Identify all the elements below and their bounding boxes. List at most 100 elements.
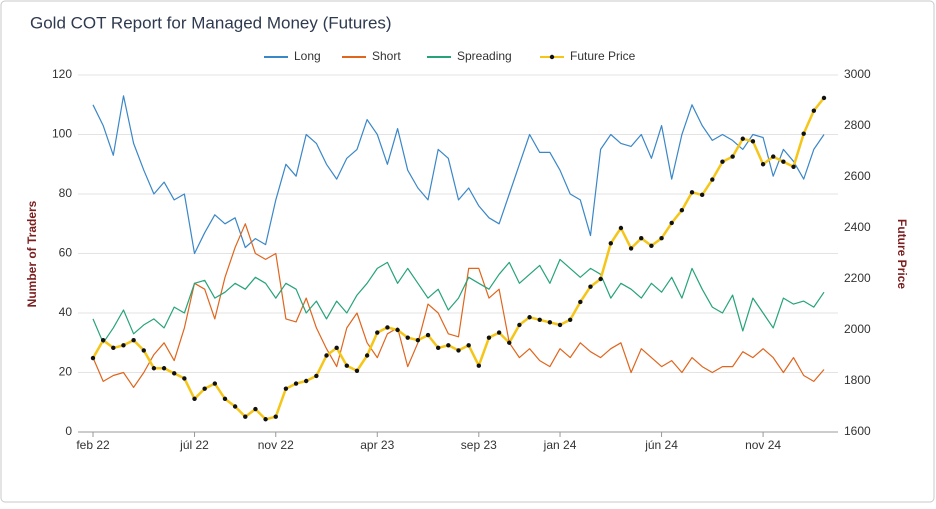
series-line	[92, 258, 825, 344]
price-marker	[141, 348, 146, 353]
legend-label: Short	[372, 49, 401, 63]
price-marker	[669, 220, 674, 226]
price-marker	[161, 366, 167, 371]
price-marker	[486, 335, 492, 340]
price-marker	[750, 139, 756, 144]
price-marker	[628, 246, 634, 251]
price-marker	[131, 338, 136, 343]
price-marker	[192, 396, 197, 402]
y-tick-label: 100	[52, 127, 72, 141]
price-marker	[172, 371, 177, 376]
y-tick-label: 80	[59, 186, 73, 200]
price-marker	[446, 343, 451, 348]
price-marker	[740, 136, 745, 141]
x-tick-label: nov 22	[258, 438, 294, 452]
price-marker	[111, 345, 116, 351]
y-tick-label: 20	[59, 365, 73, 379]
legend-label: Long	[294, 49, 321, 63]
x-tick-label: nov 24	[745, 438, 781, 452]
price-marker	[649, 243, 654, 249]
price-marker	[100, 338, 106, 343]
price-marker	[395, 327, 400, 333]
price-marker	[263, 417, 268, 422]
price-marker	[760, 162, 766, 167]
y-tick-label: 0	[65, 424, 72, 438]
price-marker	[222, 396, 228, 402]
price-marker	[212, 381, 218, 386]
price-marker	[720, 159, 725, 164]
series-line	[92, 223, 825, 388]
price-marker	[598, 276, 603, 282]
price-marker	[618, 225, 624, 231]
price-marker	[405, 335, 410, 340]
price-marker	[547, 320, 553, 325]
y-axis-title: Number of Traders	[25, 200, 39, 307]
price-marker	[771, 154, 776, 159]
price-marker	[730, 154, 735, 159]
legend-label: Spreading	[457, 49, 512, 63]
chart-title: Gold COT Report for Managed Money (Futur…	[30, 13, 392, 32]
price-marker	[435, 345, 441, 351]
price-marker	[578, 299, 583, 305]
price-marker	[273, 414, 278, 419]
series-line	[92, 95, 825, 255]
x-tick-label: feb 22	[76, 438, 110, 452]
price-marker	[151, 366, 157, 371]
price-marker	[232, 404, 238, 409]
x-tick-label: júl 22	[179, 438, 209, 452]
price-marker	[699, 192, 705, 198]
price-marker	[466, 343, 471, 348]
price-marker	[781, 159, 786, 164]
price-marker	[283, 386, 289, 391]
legend-label: Future Price	[570, 49, 636, 63]
price-marker	[344, 363, 350, 368]
price-marker	[507, 340, 512, 345]
y2-tick-label: 2600	[844, 169, 871, 183]
price-marker	[364, 353, 370, 358]
x-tick-label: sep 23	[461, 438, 497, 452]
price-marker	[476, 363, 482, 368]
price-marker	[496, 330, 502, 335]
y2-tick-label: 2000	[844, 322, 871, 336]
y2-tick-label: 2400	[844, 220, 871, 234]
price-marker	[557, 322, 563, 328]
price-marker	[354, 368, 360, 373]
y2-tick-label: 1600	[844, 424, 871, 438]
x-tick-label: jan 24	[543, 438, 577, 452]
price-marker	[334, 345, 339, 351]
price-marker	[517, 322, 522, 328]
x-tick-label: apr 23	[360, 438, 394, 452]
price-marker	[537, 317, 542, 322]
price-marker	[293, 381, 299, 386]
y2-axis-title: Future Price	[895, 219, 909, 289]
price-marker	[527, 315, 532, 320]
price-marker	[608, 241, 613, 246]
price-marker	[304, 378, 309, 384]
y2-tick-label: 1800	[844, 373, 871, 387]
price-marker	[182, 376, 187, 381]
price-marker	[710, 177, 715, 182]
price-marker	[679, 207, 685, 213]
y2-tick-label: 2200	[844, 271, 871, 285]
price-marker	[639, 236, 644, 241]
price-marker	[253, 406, 258, 412]
price-marker	[202, 386, 207, 391]
price-marker	[456, 348, 461, 353]
x-tick-label: jún 24	[644, 438, 678, 452]
price-marker	[415, 338, 421, 343]
y2-tick-label: 2800	[844, 118, 871, 132]
price-marker	[567, 317, 573, 322]
y2-tick-label: 3000	[844, 67, 871, 81]
y-tick-label: 40	[59, 305, 73, 319]
price-marker	[425, 332, 431, 338]
price-marker	[821, 95, 827, 101]
price-marker	[324, 353, 329, 358]
price-marker	[659, 236, 664, 241]
price-marker	[811, 108, 817, 113]
price-marker	[689, 190, 695, 195]
price-marker	[243, 414, 248, 419]
y-tick-label: 60	[59, 246, 73, 260]
y-tick-label: 120	[52, 67, 72, 81]
